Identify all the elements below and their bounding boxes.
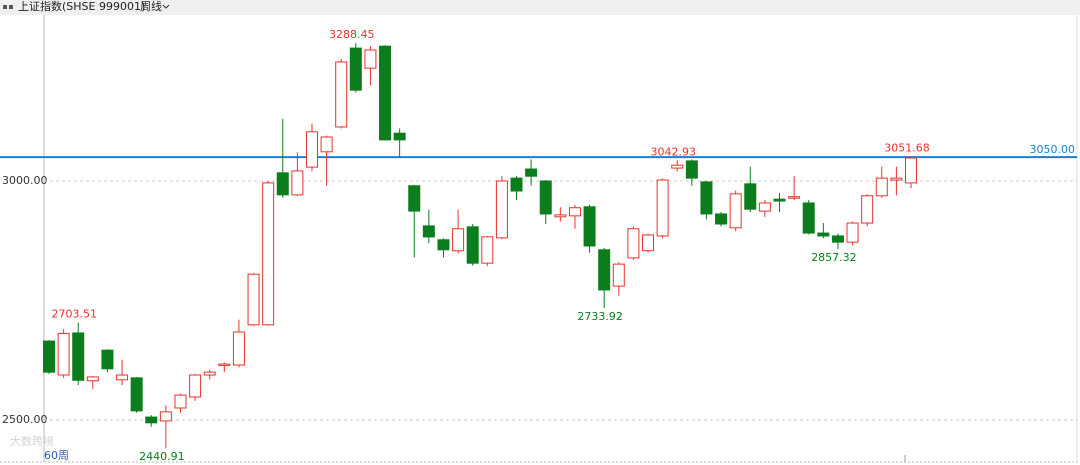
candle-body [685, 160, 698, 179]
dropdown-arrow[interactable] [162, 4, 170, 9]
candle-body [203, 371, 216, 376]
candle-body [817, 232, 830, 237]
candle-body [700, 181, 713, 215]
candle-body [349, 47, 362, 91]
extreme-label: 3042.93 [650, 145, 696, 158]
candle-body [510, 177, 523, 192]
candle-body [656, 179, 669, 237]
header-bar [0, 0, 1080, 15]
extreme-label: 2703.51 [51, 308, 97, 321]
candle-body [262, 182, 275, 326]
candle-body [568, 207, 581, 217]
candle-body [904, 157, 917, 184]
extreme-label: 3288.45 [329, 28, 375, 41]
y-tick-label: 3000.00 [2, 174, 48, 187]
candle-body [554, 214, 567, 218]
candle-body [890, 177, 903, 181]
candle-body [130, 377, 143, 412]
candle-body [802, 202, 815, 234]
chart-title: 上证指数(SHSE 999001) [18, 0, 145, 13]
icon-part [3, 5, 7, 9]
extreme-label: 3051.68 [884, 141, 930, 154]
candle-body [452, 228, 465, 252]
candle-body [744, 183, 757, 210]
y-tick-label: 2500.00 [2, 413, 48, 426]
candle-body [583, 206, 596, 247]
candle-body [612, 263, 625, 287]
candle-body [393, 132, 406, 141]
candle-body [773, 198, 786, 202]
icon-part [9, 5, 13, 9]
candle-body [291, 170, 304, 196]
candle-body [671, 164, 684, 169]
candle-body [715, 213, 728, 225]
candle-body [335, 61, 348, 128]
candle-body [408, 185, 421, 212]
candle-body [247, 273, 260, 326]
menu-icon[interactable] [3, 5, 13, 9]
candle-body [495, 180, 508, 239]
extreme-label: 2733.92 [577, 310, 623, 323]
candle-body [320, 136, 333, 153]
candle-body [875, 177, 888, 197]
candle-body [788, 196, 801, 199]
candle-body [379, 45, 392, 141]
candle-body [525, 168, 538, 177]
watermark: 大数跨境 [10, 434, 54, 448]
candle-body [86, 376, 99, 382]
candle-body [232, 331, 245, 366]
candle-body [57, 332, 70, 376]
candle-body [729, 193, 742, 229]
candle-body [598, 249, 611, 291]
candle-body [627, 228, 640, 259]
candle-body [116, 374, 129, 381]
candle-body [831, 235, 844, 243]
candle-body [101, 349, 114, 370]
candle-body [846, 222, 859, 243]
candle-body [218, 363, 231, 366]
candle-body [276, 172, 289, 196]
candle-body [481, 236, 494, 264]
candle-body [437, 239, 450, 251]
candle-body [466, 226, 479, 264]
extreme-label: 2440.91 [139, 450, 185, 463]
candle-body [305, 131, 318, 168]
candle-body [43, 340, 55, 373]
candle-body [642, 234, 655, 252]
price-line-label: 3050.00 [1030, 143, 1076, 156]
indicator-label: 60周 [44, 449, 69, 462]
period-selector[interactable]: 周线 [140, 0, 162, 13]
extreme-label: 2857.32 [811, 251, 857, 264]
candle-body [422, 225, 435, 238]
candle-body [758, 202, 771, 212]
candle-body [72, 332, 85, 381]
candle-body [539, 180, 552, 215]
candle-body [189, 374, 202, 398]
candle-body [159, 411, 172, 422]
candle-body [145, 416, 158, 424]
candle-body [861, 195, 874, 224]
candle-body [174, 394, 187, 409]
candle-body [364, 49, 377, 69]
